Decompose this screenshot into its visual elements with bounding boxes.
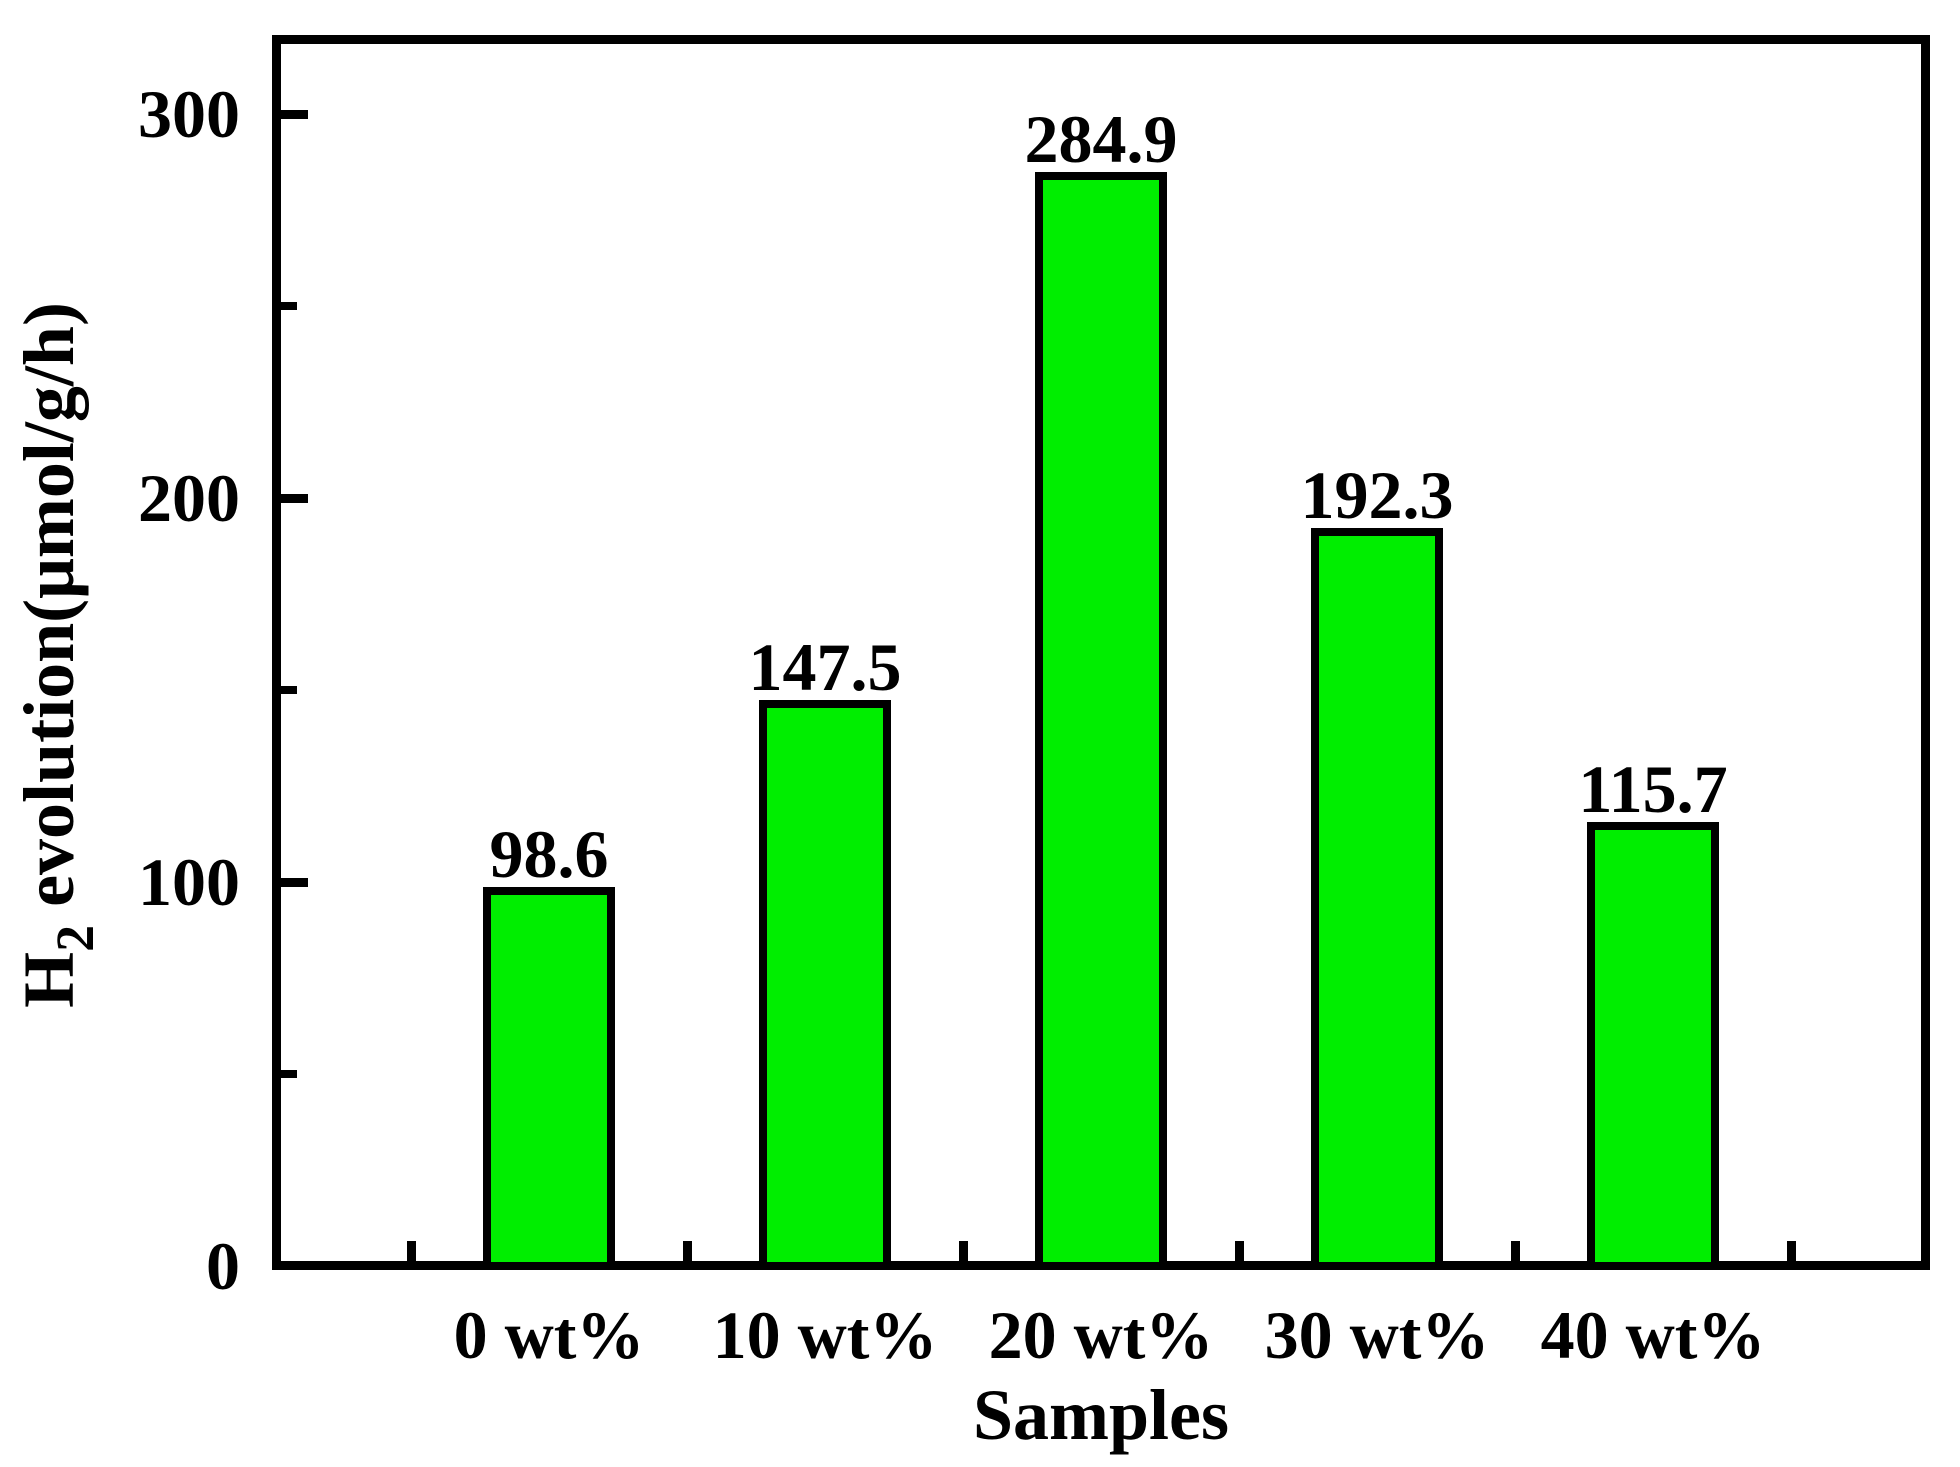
x-tick-label: 10 wt% [712,1297,938,1373]
bar [1587,821,1719,1270]
bar-value-label: 98.6 [489,816,609,893]
x-minor-tick [407,1241,416,1261]
y-axis-label-subscript: 2 [45,924,105,952]
x-axis-label: Samples [972,1375,1230,1455]
y-major-tick [281,110,308,119]
x-minor-tick [1787,1241,1796,1261]
y-tick-label: 0 [206,1228,240,1304]
y-tick-label: 300 [138,76,240,152]
x-minor-tick [959,1241,968,1261]
y-axis-label: H2 evolution(μmol/g/h) [9,302,112,1008]
bar [1035,171,1167,1270]
x-tick-label: 40 wt% [1540,1297,1766,1373]
x-minor-tick [1511,1241,1520,1261]
bar [759,699,891,1270]
x-tick-label: 20 wt% [988,1297,1214,1373]
x-minor-tick [1235,1241,1244,1261]
bar [483,887,615,1270]
x-tick-label: 0 wt% [453,1297,645,1373]
y-minor-tick [281,686,297,694]
bar-value-label: 192.3 [1300,456,1454,533]
x-minor-tick [683,1241,692,1261]
y-minor-tick [281,1070,297,1078]
y-major-tick [281,494,308,503]
y-tick-label: 100 [138,844,240,920]
y-minor-tick [281,302,297,310]
bar-value-label: 147.5 [748,628,902,705]
bar-value-label: 115.7 [1578,750,1728,827]
y-axis-label-base: H [9,951,89,1008]
bar-value-label: 284.9 [1024,100,1178,177]
x-tick-label: 30 wt% [1264,1297,1490,1373]
y-axis-label-rest: evolution(μmol/g/h) [9,302,89,925]
bar [1311,527,1443,1270]
y-major-tick [281,878,308,887]
y-tick-label: 200 [138,460,240,536]
